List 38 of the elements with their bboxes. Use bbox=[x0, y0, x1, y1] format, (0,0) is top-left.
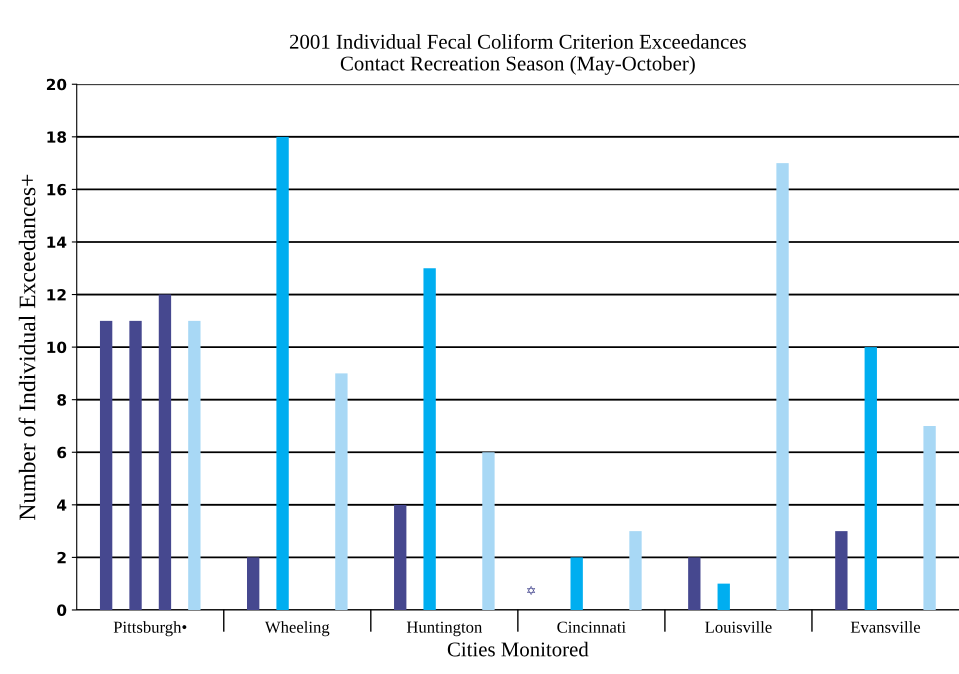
y-tick-label: 16 bbox=[47, 184, 66, 196]
chart-title: 2001 Individual Fecal Coliform Criterion Exceedances Contact Recreation Season (May-October) bbox=[290, 34, 746, 75]
bar bbox=[276, 136, 289, 610]
bar bbox=[570, 557, 583, 610]
annotation: ✡ bbox=[527, 586, 536, 596]
bar bbox=[629, 531, 642, 610]
x-tick-label: Wheeling bbox=[264, 621, 330, 636]
x-tick-label: Louisville bbox=[705, 621, 772, 633]
y-tick-label: 18 bbox=[47, 131, 66, 143]
bar bbox=[247, 557, 260, 610]
bar bbox=[718, 584, 730, 610]
bar bbox=[100, 320, 112, 610]
y-tick-label: 8 bbox=[57, 394, 66, 406]
y-tick-label: 6 bbox=[57, 446, 66, 458]
x-tick-label: Pittsburgh• bbox=[114, 621, 186, 636]
bar bbox=[835, 531, 848, 610]
x-tick-label: Cincinnati bbox=[557, 622, 626, 633]
y-tick-label: 0 bbox=[57, 604, 66, 616]
bar bbox=[188, 320, 201, 610]
y-tick-label: 14 bbox=[47, 236, 66, 248]
bar bbox=[335, 373, 348, 610]
bar bbox=[864, 347, 877, 610]
y-tick-label: 4 bbox=[57, 499, 66, 511]
x-tick-label: Evansville bbox=[850, 621, 920, 633]
bar bbox=[776, 163, 789, 610]
x-axis-title: Cities Monitored bbox=[448, 642, 588, 656]
bar bbox=[923, 426, 936, 610]
y-tick-label: 20 bbox=[46, 78, 66, 90]
x-tick-label: Huntington bbox=[406, 622, 482, 636]
y-axis-title: Number of Individual Exceedances+ bbox=[18, 174, 36, 520]
bar bbox=[482, 452, 495, 610]
y-tick-label: 10 bbox=[47, 342, 66, 354]
bar bbox=[688, 557, 700, 610]
bar bbox=[423, 268, 436, 610]
y-tick-label: 12 bbox=[47, 289, 66, 300]
y-tick-label: 2 bbox=[58, 552, 66, 564]
bar bbox=[394, 504, 406, 610]
bar bbox=[158, 294, 172, 610]
